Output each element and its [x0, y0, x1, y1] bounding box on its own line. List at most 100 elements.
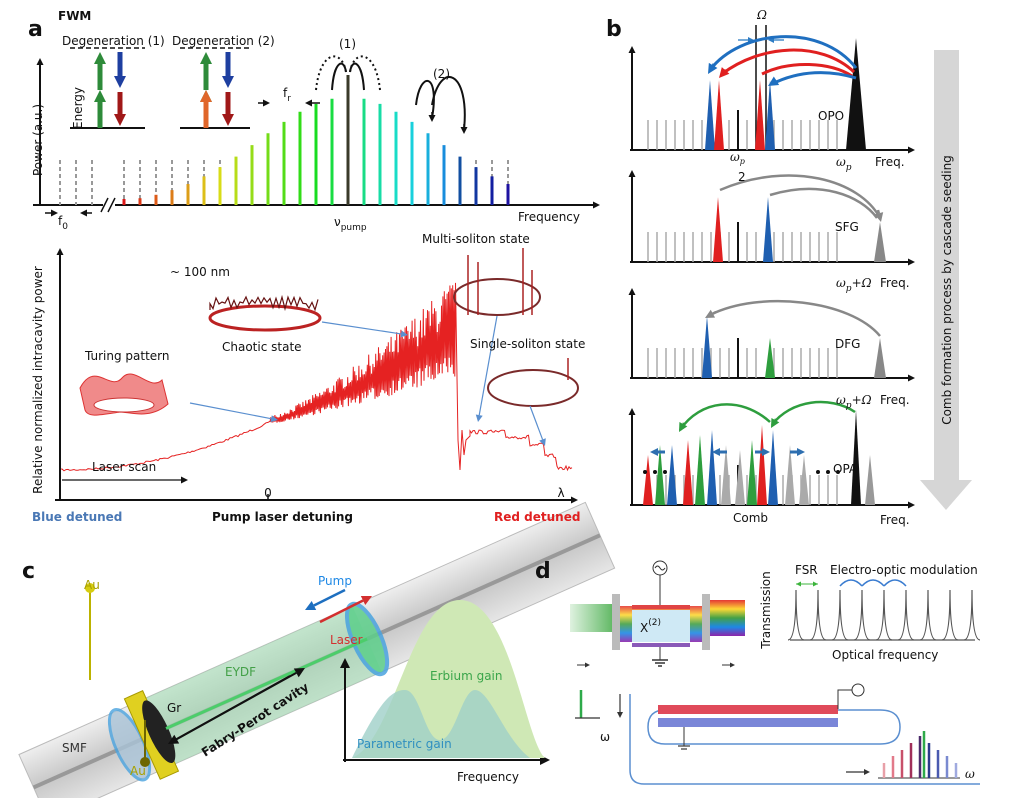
- label: Freq.: [875, 155, 905, 169]
- dotted-arc: [315, 55, 347, 91]
- curve: [771, 71, 857, 86]
- arrow-head: [628, 46, 636, 53]
- label: Energy: [71, 87, 85, 129]
- comb-peak: [874, 338, 886, 378]
- ring-resonator: [647, 709, 901, 745]
- arrow-head: [460, 127, 468, 134]
- text-part: f: [58, 214, 63, 228]
- text-part: p: [846, 163, 852, 173]
- comb-peak: [721, 445, 731, 505]
- mirror-right: [702, 594, 710, 650]
- text-part: p: [846, 401, 852, 411]
- electrode-red: [658, 705, 838, 714]
- shape: [18, 25, 981, 798]
- comb-peak: [714, 80, 724, 150]
- label: Multi-soliton state: [422, 232, 530, 246]
- arrow-head: [56, 248, 64, 255]
- electrode-blue: [658, 718, 838, 727]
- line: [176, 675, 291, 741]
- curve: [883, 579, 907, 587]
- curve: [831, 589, 849, 641]
- label: ωp+Ω: [836, 393, 872, 411]
- label: X(2): [640, 618, 661, 635]
- arrow-head: [36, 58, 44, 65]
- line: [774, 418, 778, 421]
- arrow-head: [719, 67, 730, 78]
- label: ω: [965, 767, 975, 781]
- arrow-head: [708, 62, 718, 74]
- comb-peak: [757, 425, 767, 505]
- chaotic-ring: [208, 304, 322, 332]
- au-dot: [140, 757, 150, 767]
- comb-peak: [713, 197, 723, 262]
- arrow-head: [864, 769, 870, 775]
- label: ωp+Ω: [836, 276, 872, 294]
- arrow-head: [908, 374, 915, 382]
- text-part: pump: [341, 223, 367, 233]
- label: Pump: [318, 574, 352, 588]
- line: [712, 310, 717, 315]
- arrow-head: [762, 448, 770, 456]
- label: νpump: [334, 215, 367, 233]
- arrow-head: [730, 662, 735, 668]
- line: [876, 209, 881, 214]
- label: ω: [600, 730, 610, 744]
- arrow-head: [679, 421, 688, 432]
- curve: [678, 403, 771, 431]
- text-part: ω: [836, 393, 846, 407]
- arrow-head: [400, 330, 408, 338]
- text-part: 0: [62, 222, 68, 232]
- label: Relative normalized intracavity power: [31, 266, 45, 494]
- arrow-head: [222, 76, 234, 88]
- comb-peak: [846, 38, 866, 150]
- line: [682, 422, 686, 425]
- curve: [331, 62, 347, 91]
- arrow-head: [293, 668, 305, 678]
- arrow-head: [168, 734, 180, 744]
- curve: [875, 589, 893, 641]
- curve: [787, 589, 805, 641]
- comb-peak: [763, 197, 773, 262]
- label: OPO: [818, 109, 844, 123]
- curve: [919, 589, 937, 641]
- text-part: +Ω: [852, 276, 872, 290]
- line: [319, 599, 364, 624]
- side-arrow: [920, 50, 972, 510]
- arrow-head: [768, 76, 780, 86]
- arrow-head: [705, 309, 716, 318]
- comb-peak: [655, 445, 665, 505]
- text-part: ω: [730, 150, 740, 164]
- arrow-head: [80, 209, 87, 217]
- label: EYDF: [225, 665, 256, 679]
- comb-peak: [799, 455, 809, 505]
- curve: [770, 400, 856, 426]
- text-part: X: [640, 621, 648, 635]
- arrow-head: [94, 52, 106, 64]
- arrow-head: [305, 99, 312, 107]
- label: SFG: [835, 220, 859, 234]
- comb-peak: [874, 222, 886, 262]
- text-part: r: [287, 94, 291, 104]
- label: Frequency: [457, 770, 519, 784]
- crystal: [632, 610, 690, 642]
- turing-hole: [93, 397, 155, 413]
- comb-peak: [851, 410, 861, 505]
- bus-waveguide: [629, 694, 980, 785]
- arrow-head: [428, 115, 436, 122]
- comb-peak: [705, 80, 715, 150]
- single-soliton-ring: [487, 369, 579, 407]
- arrow-head: [771, 417, 780, 428]
- label: Pump laser detuning: [212, 510, 353, 524]
- label: SMF: [62, 741, 87, 755]
- label: Erbium gain: [430, 669, 503, 683]
- arrow-head: [585, 662, 590, 668]
- label: Comb: [733, 511, 768, 525]
- line: [189, 402, 272, 420]
- label: Electro-optic modulation: [830, 563, 978, 577]
- arrow-head: [796, 581, 801, 587]
- input-beam: [570, 604, 620, 632]
- line: [711, 63, 716, 67]
- label: Degeneration (2): [172, 34, 275, 48]
- chaotic-spikes: [209, 294, 319, 312]
